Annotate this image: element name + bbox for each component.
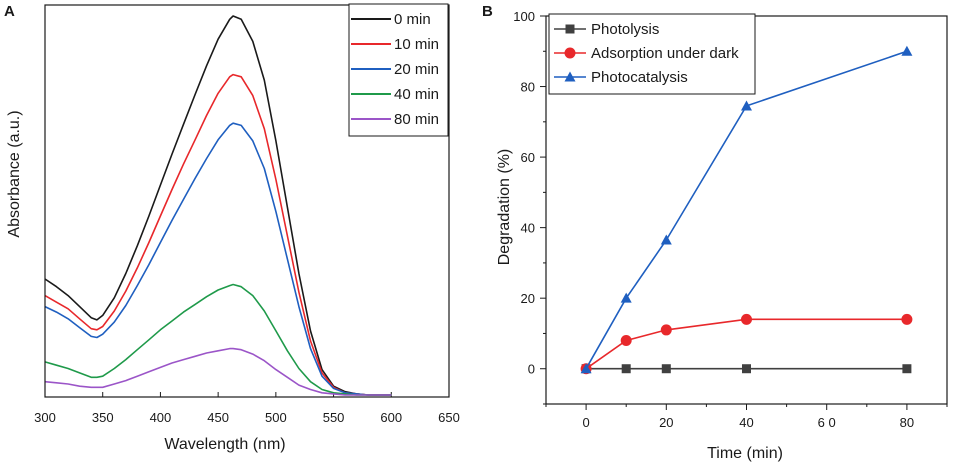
panel-b-point-photocatalysis-0 [580, 363, 592, 374]
panel-a-legend-label-40-min: 40 min [394, 86, 439, 103]
panel-a-legend: 0 min 10 min 20 min 40 min 80 min [348, 3, 449, 137]
panel-b-y-tick-label-40: 40 [521, 221, 535, 236]
panel-b-point-photolysis-80 [902, 364, 912, 374]
panel-a-legend-label-20-min: 20 min [394, 61, 439, 78]
panel-b-series-adsorption-under-dark [580, 313, 913, 375]
panel-b-point-adsorption-under-dark-40 [741, 313, 752, 325]
panel-b-x-tick-label-80: 80 [900, 415, 914, 430]
panel-b-x-tick-label-40: 40 [739, 415, 753, 430]
panel-b-legend-label-photocatalysis: Photocatalysis [591, 69, 688, 86]
panel-b-y-axis-title: Degradation (%) [496, 149, 513, 266]
panel-a-x-tick-label-400: 400 [150, 410, 172, 425]
panel-b-legend-label-photolysis: Photolysis [591, 21, 659, 38]
panel-b-point-adsorption-under-dark-80 [901, 313, 913, 325]
panel-b-x-tick-label-0: 0 [582, 415, 589, 430]
panel-b-legend-label-adsorption-under-dark: Adsorption under dark [591, 45, 739, 62]
panel-b-y-tick-label-20: 20 [521, 291, 535, 306]
panel-a-series-40-min [44, 283, 392, 396]
panel-a-x-tick-label-500: 500 [265, 410, 287, 425]
panel-a-x-tick-label-550: 550 [323, 410, 345, 425]
panel-b-legend-marker-photolysis [565, 24, 575, 34]
panel-a-legend-label-80-min: 80 min [394, 111, 439, 128]
panel-a-y-axis-title: Absorbance (a.u.) [6, 110, 23, 237]
panel-a: A 300 350 400 450 500 550 600 650 Wavelength (n… [4, 3, 460, 453]
panel-a-legend-box [348, 3, 449, 137]
panel-b-point-photolysis-40 [742, 364, 751, 374]
panel-a-letter: A [4, 3, 15, 20]
panel-b-x-tick-label-20: 20 [659, 415, 673, 430]
panel-a-legend-label-10-min: 10 min [394, 36, 439, 53]
panel-a-series-80-min [44, 347, 392, 396]
panel-a-series [44, 15, 392, 396]
panel-b-x-axis-title: Time (min) [707, 445, 783, 462]
panel-b-legend-marker-adsorption-under-dark [564, 47, 576, 59]
panel-b-point-photocatalysis-20 [660, 234, 672, 245]
panel-b-series-photolysis [581, 364, 912, 374]
panel-b-series [580, 45, 913, 375]
panel-a-legend-label-0-min: 0 min [394, 11, 431, 28]
panel-a-plot-frame [44, 4, 450, 398]
panel-b-line-adsorption-under-dark [585, 318, 907, 370]
panel-a-x-tick-label-350: 350 [92, 410, 114, 425]
panel-b-legend-marker-photocatalysis [564, 71, 576, 82]
panel-b-point-adsorption-under-dark-10 [620, 335, 632, 347]
panel-b-letter: B [482, 3, 493, 20]
panel-a-x-tick-label-650: 650 [438, 410, 460, 425]
panel-a-x-tick-label-300: 300 [34, 410, 56, 425]
panel-b-point-photolysis-20 [661, 364, 671, 374]
panel-b-point-photocatalysis-40 [741, 100, 752, 111]
panel-b-y-tick-label-80: 80 [521, 80, 535, 95]
panel-a-series-0-min [44, 15, 392, 396]
panel-b-point-photocatalysis-80 [901, 45, 913, 56]
panel-a-series-10-min [44, 73, 392, 396]
panel-a-series-20-min [44, 122, 392, 396]
panel-b-point-adsorption-under-dark-20 [660, 324, 672, 336]
panel-a-x-tick-label-600: 600 [380, 410, 402, 425]
panel-b-y-tick-label-60: 60 [521, 150, 535, 165]
panel-b-y-tick-label-100: 100 [513, 9, 535, 24]
panel-b-legend-box [548, 13, 756, 95]
panel-b-x-tick-label-60: 6 0 [818, 415, 836, 430]
panel-b-point-photolysis-10 [621, 364, 631, 374]
panel-b-y-tick-label-0: 0 [528, 362, 535, 377]
panel-b-legend: Photolysis Adsorption under dark Photocata… [548, 13, 756, 95]
panel-b-point-photocatalysis-10 [620, 292, 632, 303]
panel-a-x-tick-label-450: 450 [207, 410, 229, 425]
panel-a-x-tick-labels: 300 350 400 450 500 550 600 650 [34, 410, 460, 425]
panel-b-series-photocatalysis [580, 45, 913, 374]
panel-a-x-axis-title: Wavelength (nm) [164, 436, 285, 453]
